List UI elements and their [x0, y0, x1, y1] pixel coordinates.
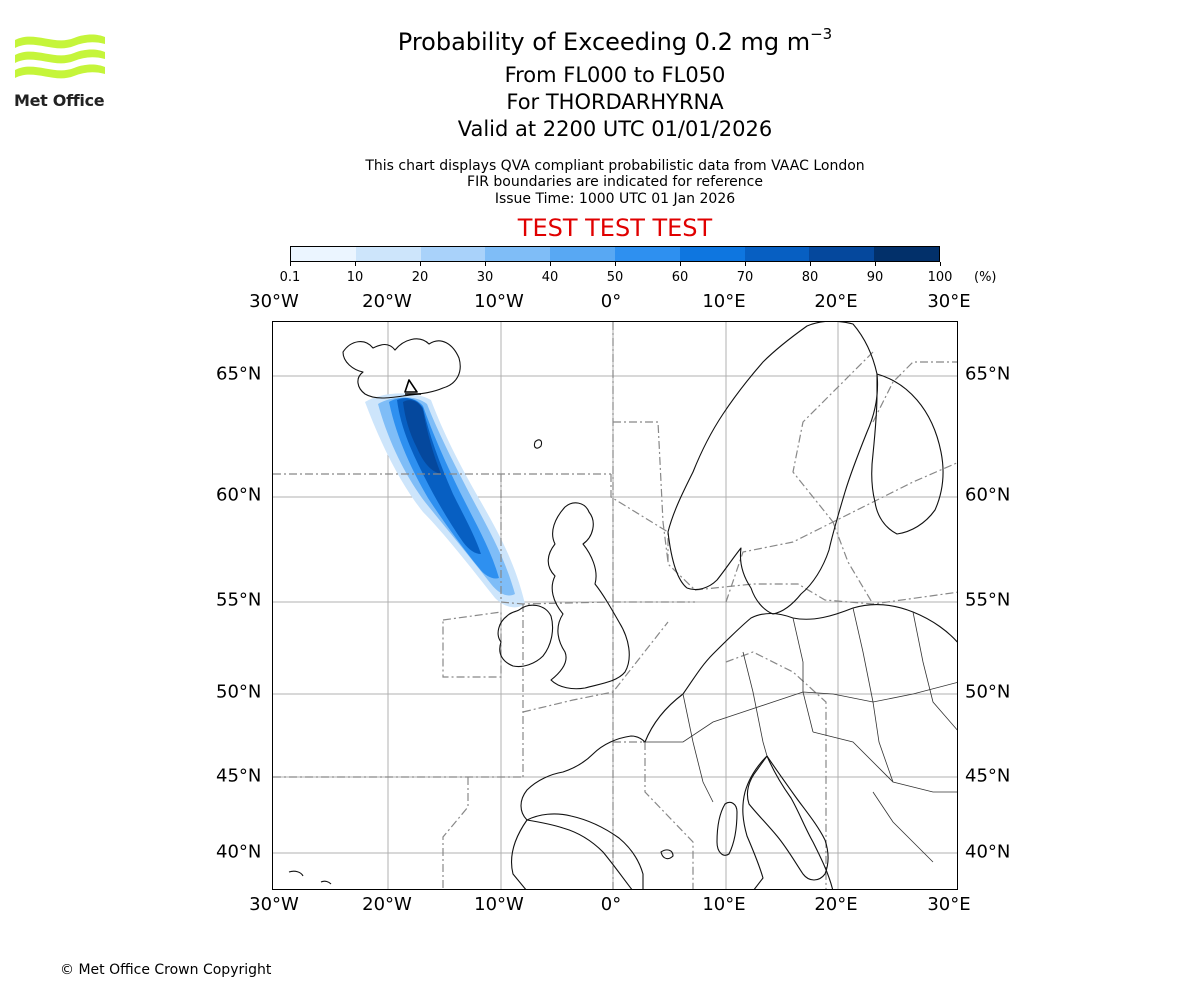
colorbar-segment — [874, 247, 939, 261]
ireland-coast — [497, 604, 554, 668]
scandinavia-coast — [667, 322, 879, 615]
longitude-label: 10°E — [702, 894, 746, 915]
longitude-label: 20°E — [814, 291, 858, 312]
colorbar-tick-label: 10 — [346, 270, 364, 285]
continent-coast — [520, 603, 957, 889]
latitude-label: 55°N — [965, 589, 1011, 611]
colorbar-tickmark — [550, 262, 551, 266]
colorbar-tick-label: 90 — [866, 270, 884, 285]
colorbar-segment — [420, 247, 486, 261]
colorbar-tickmark — [875, 262, 876, 266]
iceland-coast — [342, 338, 461, 399]
longitude-label: 10°W — [474, 894, 524, 915]
colorbar-tickmark — [745, 262, 746, 266]
flight-level-range: From FL000 to FL050 — [504, 63, 726, 87]
balearic-islands — [660, 849, 674, 860]
latitude-label: 55°N — [216, 589, 262, 611]
colorbar-segment — [744, 247, 810, 261]
great-britain-coast — [547, 502, 630, 690]
sardinia-corsica — [716, 801, 738, 856]
volcano-marker — [404, 379, 421, 395]
longitude-label: 30°E — [927, 291, 971, 312]
colorbar-tick-label: 20 — [411, 270, 429, 285]
colorbar-segment — [809, 247, 875, 261]
longitude-label: 20°E — [814, 894, 858, 915]
latitude-label: 60°N — [965, 484, 1011, 506]
italy-coast — [746, 755, 829, 881]
issue-time: Issue Time: 1000 UTC 01 Jan 2026 — [494, 191, 736, 207]
wave-logo-icon — [15, 34, 105, 79]
volcano-name: For THORDARHYRNA — [506, 90, 724, 114]
longitude-label: 20°W — [362, 291, 412, 312]
colorbar-tick-label: 70 — [736, 270, 754, 285]
ash-plume — [365, 393, 525, 608]
colorbar-tick-label: 60 — [671, 270, 689, 285]
colorbar-segment — [679, 247, 745, 261]
colorbar-tick-label: 50 — [606, 270, 624, 285]
logo-text: Met Office — [14, 91, 105, 110]
longitude-label: 0° — [600, 894, 622, 915]
azores-fragment — [288, 870, 332, 885]
latitude-label: 45°N — [965, 765, 1011, 787]
colorbar-tickmark — [485, 262, 486, 266]
colorbar-tickmark — [355, 262, 356, 266]
longitude-label: 10°E — [702, 291, 746, 312]
chart-title: Probability of Exceeding 0.2 mg m−3 — [397, 25, 833, 56]
faroe-islands — [533, 439, 543, 449]
colorbar-segment — [614, 247, 680, 261]
colorbar-tickmark — [680, 262, 681, 266]
colorbar-tickmark — [420, 262, 421, 266]
map-frame — [272, 321, 958, 890]
probability-colorbar — [290, 246, 940, 262]
colorbar-tick-label: 100 — [927, 270, 953, 285]
finland-coast — [871, 373, 944, 535]
copyright-notice: © Met Office Crown Copyright — [60, 962, 272, 978]
longitude-label: 20°W — [362, 894, 412, 915]
latitude-label: 50°N — [216, 681, 262, 703]
colorbar-tickmark — [810, 262, 811, 266]
latitude-label: 50°N — [965, 681, 1011, 703]
map-svg — [273, 322, 957, 889]
latitude-label: 65°N — [965, 363, 1011, 385]
latitude-label: 60°N — [216, 484, 262, 506]
country-borders — [643, 607, 957, 863]
iberia-coast — [510, 813, 644, 889]
colorbar-tickmark — [940, 262, 941, 266]
colorbar-tick-label: 80 — [801, 270, 819, 285]
longitude-label: 30°E — [927, 894, 971, 915]
valid-time: Valid at 2200 UTC 01/01/2026 — [457, 117, 773, 141]
coastlines — [288, 322, 957, 889]
colorbar-tick-label: 30 — [476, 270, 494, 285]
colorbar-tickmark — [290, 262, 291, 266]
colorbar-tick-label: 0.1 — [279, 270, 301, 285]
colorbar-tickmark — [615, 262, 616, 266]
plume-peak — [403, 400, 441, 474]
longitude-label: 0° — [600, 291, 622, 312]
colorbar-tick-label: 40 — [541, 270, 559, 285]
test-banner: TEST TEST TEST — [517, 214, 713, 242]
info-line-qva: This chart displays QVA compliant probab… — [365, 158, 865, 174]
longitude-label: 30°W — [249, 894, 299, 915]
colorbar-segment — [291, 247, 356, 261]
info-line-fir: FIR boundaries are indicated for referen… — [467, 174, 763, 190]
latitude-label: 45°N — [216, 765, 262, 787]
colorbar-segment — [355, 247, 421, 261]
longitude-label: 30°W — [249, 291, 299, 312]
colorbar-segment — [550, 247, 615, 261]
met-office-logo: Met Office — [14, 30, 114, 112]
latitude-label: 40°N — [216, 841, 262, 863]
colorbar-segment — [485, 247, 551, 261]
colorbar-unit: (%) — [974, 270, 997, 285]
longitude-label: 10°W — [474, 291, 524, 312]
latitude-label: 65°N — [216, 363, 262, 385]
latitude-label: 40°N — [965, 841, 1011, 863]
